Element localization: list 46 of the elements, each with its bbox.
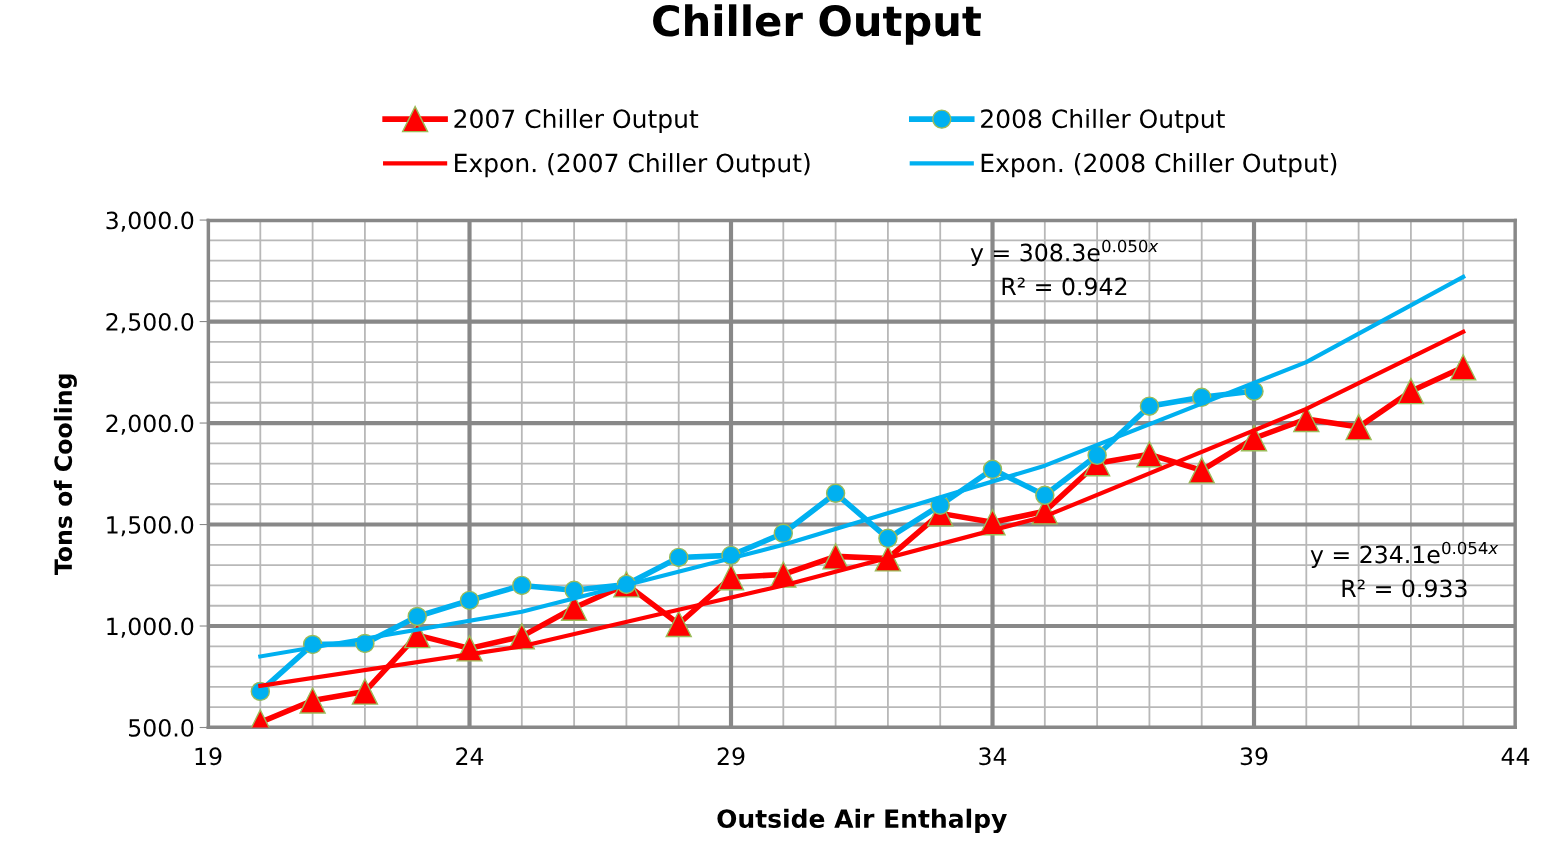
annotation: y = 234.1e$^{0.054x}$ [1310, 541, 1499, 568]
x-tick-label: 44 [1501, 747, 1530, 765]
point [982, 459, 1003, 480]
point [351, 678, 379, 705]
point [1345, 413, 1372, 441]
point [773, 523, 794, 543]
y-tick-label: 2,500.0 [106, 313, 194, 334]
legend-label: 2007 Chiller Output [454, 108, 699, 134]
point [1139, 396, 1160, 416]
chart-title: Chiller Output [653, 4, 981, 45]
point [1136, 441, 1163, 468]
annotation: R² = 0.942 [1002, 277, 1127, 296]
point [717, 564, 745, 591]
point [1087, 445, 1107, 466]
point [822, 543, 849, 570]
y-tick-label: 3,000.0 [106, 211, 194, 232]
point [1240, 425, 1268, 452]
point [1397, 377, 1425, 405]
point [878, 528, 898, 549]
legend-label: Expon. (2008 Chiller Output) [981, 153, 1337, 178]
point [1450, 354, 1477, 381]
point [512, 575, 532, 596]
point [1035, 485, 1055, 506]
x-axis-title: Outside Air Enthalpy [717, 808, 1007, 834]
x-tick-label: 34 [979, 747, 1007, 766]
annotation: R² = 0.933 [1342, 579, 1467, 598]
legend-label: 2008 Chiller Output [981, 108, 1225, 134]
x-tick-label: 24 [456, 747, 484, 765]
point [459, 590, 480, 611]
y-tick-label: 1,500.0 [107, 515, 194, 537]
point [1188, 457, 1215, 484]
annotation: y = 308.3e$^{0.050x}$ [970, 239, 1159, 267]
point [825, 483, 846, 503]
point [665, 610, 692, 638]
point [668, 547, 689, 568]
legend-label: Expon. (2007 Chiller Output) [455, 153, 810, 178]
point [1293, 405, 1320, 433]
y-tick-label: 500.0 [129, 718, 194, 737]
point [299, 687, 326, 714]
y-tick-label: 2,000.0 [106, 414, 194, 435]
x-tick-label: 19 [195, 747, 222, 766]
x-tick-label: 39 [1240, 747, 1268, 766]
point [407, 606, 427, 627]
y-axis-title: Tons of Cooling [53, 374, 77, 575]
x-tick-label: 29 [717, 747, 745, 766]
y-tick-label: 1,000.0 [107, 617, 194, 638]
